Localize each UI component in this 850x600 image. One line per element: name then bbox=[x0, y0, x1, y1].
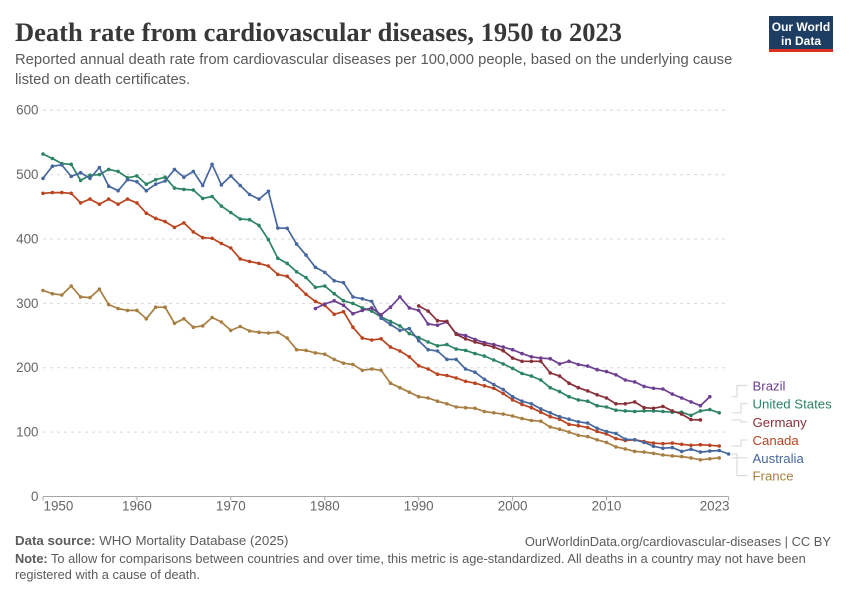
svg-text:1960: 1960 bbox=[122, 499, 152, 514]
svg-text:Germany: Germany bbox=[753, 415, 808, 430]
svg-text:United States: United States bbox=[753, 397, 833, 412]
svg-text:1970: 1970 bbox=[216, 499, 246, 514]
svg-text:1950: 1950 bbox=[44, 499, 74, 514]
svg-text:Brazil: Brazil bbox=[753, 379, 786, 394]
svg-text:100: 100 bbox=[16, 425, 38, 440]
svg-text:400: 400 bbox=[16, 232, 38, 247]
svg-text:Canada: Canada bbox=[753, 433, 800, 448]
svg-text:2000: 2000 bbox=[498, 499, 528, 514]
svg-text:1990: 1990 bbox=[404, 499, 434, 514]
svg-text:500: 500 bbox=[16, 167, 38, 182]
svg-text:Australia: Australia bbox=[753, 451, 805, 466]
svg-text:300: 300 bbox=[16, 296, 38, 311]
svg-text:600: 600 bbox=[16, 103, 38, 118]
svg-text:France: France bbox=[753, 469, 794, 484]
svg-text:2023: 2023 bbox=[700, 499, 730, 514]
svg-text:2010: 2010 bbox=[592, 499, 622, 514]
svg-text:1980: 1980 bbox=[310, 499, 340, 514]
svg-text:0: 0 bbox=[31, 489, 38, 504]
svg-text:200: 200 bbox=[16, 360, 38, 375]
